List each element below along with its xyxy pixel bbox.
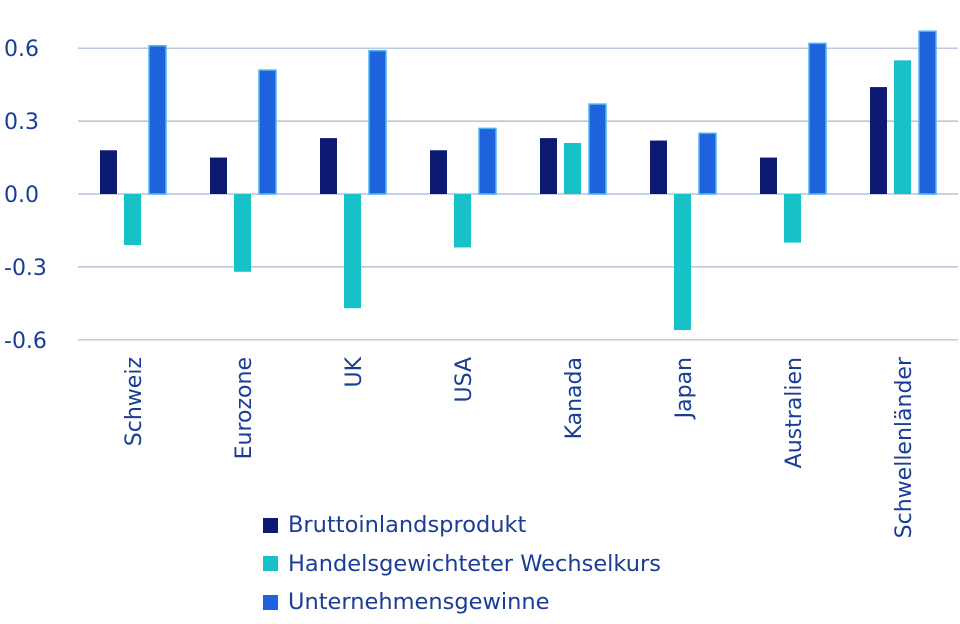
category-label: USA (452, 357, 477, 403)
bar-bip-6 (760, 157, 777, 194)
bar-gewinne-0 (148, 45, 167, 195)
category-label: Schwellenländer (892, 356, 917, 538)
bar-wechselkurs-5 (674, 194, 691, 331)
bar-wechselkurs-6 (784, 194, 801, 243)
bar-gewinne-7 (918, 30, 937, 195)
x-axis-categories: Schweiz Eurozone UK USA Kanada Japan Australie… (122, 356, 917, 538)
bar-gewinne-2 (368, 49, 387, 195)
bar-gewinne-5 (698, 132, 717, 195)
bar-bip-4 (540, 138, 557, 194)
bar-wechselkurs-0 (124, 194, 141, 246)
bar-bip-7 (870, 87, 887, 194)
bar-wechselkurs-2 (344, 194, 361, 309)
legend: Bruttoinlandsprodukt Handelsgewichteter … (263, 506, 661, 622)
bar-bip-2 (320, 138, 337, 194)
category-label: Eurozone (232, 357, 257, 459)
y-axis-ticks: 0.6 0.3 0.0 -0.3 -0.6 (4, 37, 47, 354)
category-label: UK (342, 356, 367, 387)
bar-wechselkurs-7 (894, 60, 911, 194)
legend-swatch-bip (263, 517, 278, 533)
y-tick-label: 0.3 (4, 110, 39, 135)
bars (100, 30, 937, 331)
legend-label-wechselkurs: Handelsgewichteter Wechselkurs (288, 550, 661, 577)
y-tick-label: -0.6 (4, 329, 47, 354)
bar-gewinne-1 (258, 69, 277, 195)
legend-swatch-gewinne (263, 594, 278, 610)
y-tick-label: 0.0 (4, 183, 39, 208)
legend-item-gewinne: Unternehmensgewinne (263, 583, 661, 622)
y-tick-label: -0.3 (4, 256, 47, 281)
bar-gewinne-4 (588, 103, 607, 195)
category-label: Australien (782, 357, 807, 468)
category-label: Japan (672, 357, 697, 420)
bar-bip-0 (100, 150, 117, 194)
bar-gewinne-3 (478, 127, 497, 195)
bar-bip-5 (650, 140, 667, 194)
bar-wechselkurs-3 (454, 194, 471, 248)
legend-label-bip: Bruttoinlandsprodukt (288, 512, 527, 539)
bar-wechselkurs-4 (564, 142, 581, 194)
category-label: Kanada (562, 357, 587, 439)
legend-item-bip: Bruttoinlandsprodukt (263, 506, 661, 545)
legend-item-wechselkurs: Handelsgewichteter Wechselkurs (263, 545, 661, 584)
legend-label-gewinne: Unternehmensgewinne (288, 589, 550, 616)
bar-wechselkurs-1 (234, 194, 251, 272)
category-label: Schweiz (122, 357, 147, 446)
bar-gewinne-6 (808, 42, 827, 195)
y-tick-label: 0.6 (4, 37, 39, 62)
legend-swatch-wechselkurs (263, 556, 278, 572)
bar-bip-1 (210, 157, 227, 194)
bar-bip-3 (430, 150, 447, 194)
